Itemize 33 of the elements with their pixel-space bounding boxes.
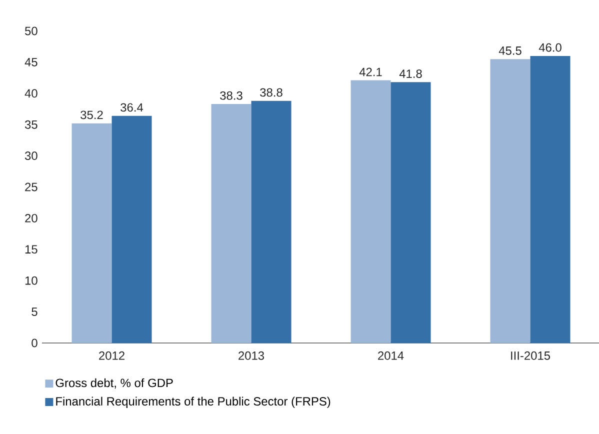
legend-label: Financial Requirements of the Public Sector (FRPS) — [56, 396, 330, 408]
y-tick-label: 25 — [25, 182, 38, 192]
legend-label: Gross debt, % of GDP — [56, 378, 173, 389]
y-tick-label: 30 — [24, 152, 38, 160]
data-label: 41.8 — [399, 70, 422, 78]
data-label: 42.1 — [359, 68, 382, 76]
bar — [251, 100, 292, 343]
bar — [390, 82, 431, 343]
x-tick-label: III-2015 — [511, 351, 550, 360]
data-label: 45.5 — [498, 46, 522, 55]
data-label: 36.4 — [120, 103, 144, 112]
x-tick-label: 2012 — [99, 351, 124, 360]
y-tick-label: 45 — [24, 58, 38, 66]
bar — [490, 59, 530, 343]
bar — [530, 56, 570, 343]
y-tick-label: 5 — [32, 308, 38, 316]
y-tick-label: 50 — [25, 26, 38, 36]
data-label: 38.8 — [260, 88, 282, 97]
bar — [72, 123, 112, 343]
data-label: 35.2 — [80, 110, 103, 120]
y-tick-label: 15 — [25, 245, 38, 254]
data-label: 38.3 — [220, 91, 242, 100]
y-tick-label: 0 — [32, 338, 38, 348]
y-tick-label: 10 — [25, 276, 38, 285]
y-tick-label: 35 — [24, 120, 38, 129]
x-tick-label: 2013 — [238, 351, 264, 360]
bar — [211, 104, 252, 343]
y-tick-label: 20 — [25, 214, 38, 222]
y-tick-label: 40 — [24, 89, 38, 98]
data-label: 46.0 — [538, 43, 562, 52]
x-tick-label: 2014 — [378, 351, 404, 360]
bar — [350, 80, 391, 343]
bar — [112, 116, 152, 343]
